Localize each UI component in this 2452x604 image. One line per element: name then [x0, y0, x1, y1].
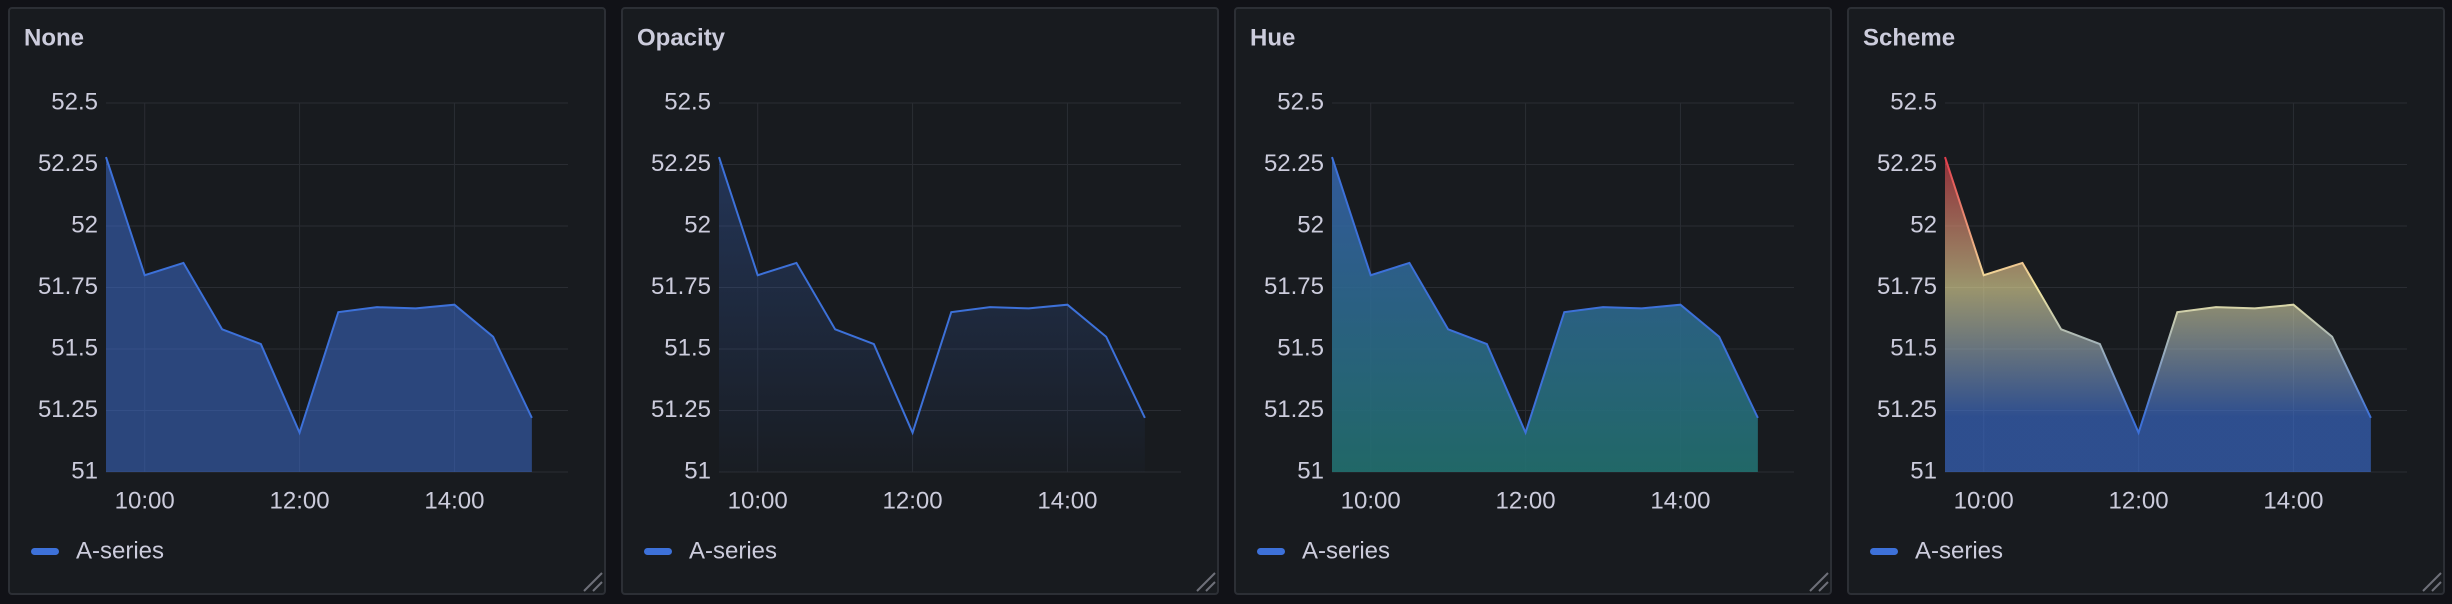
area — [1332, 157, 1758, 472]
legend-swatch — [1870, 548, 1898, 555]
y-tick-label: 51.75 — [651, 273, 711, 300]
x-tick-label: 12:00 — [1496, 487, 1556, 514]
x-tick-label: 12:00 — [883, 487, 943, 514]
panel-title: Opacity — [637, 24, 726, 51]
x-tick-label: 14:00 — [424, 487, 484, 514]
x-tick-label: 14:00 — [2263, 487, 2323, 514]
y-tick-label: 51.5 — [664, 334, 711, 361]
y-tick-label: 52.25 — [651, 150, 711, 177]
resize-handle — [2422, 572, 2442, 592]
y-tick-label: 51.25 — [38, 396, 98, 423]
x-tick-label: 10:00 — [115, 487, 175, 514]
area — [106, 157, 532, 472]
y-tick-label: 51 — [684, 457, 711, 484]
line — [1944, 156, 2372, 436]
legend-swatch — [1257, 548, 1285, 555]
x-tick-label: 14:00 — [1650, 487, 1710, 514]
x-tick-label: 12:00 — [2109, 487, 2169, 514]
x-tick-label: 10:00 — [1341, 487, 1401, 514]
y-tick-label: 51.25 — [651, 396, 711, 423]
y-tick-label: 52.5 — [664, 88, 711, 115]
y-tick-label: 52.25 — [1877, 150, 1937, 177]
legend-label: A-series — [76, 537, 164, 564]
y-tick-label: 51 — [1297, 457, 1324, 484]
y-tick-label: 51 — [71, 457, 98, 484]
x-tick-label: 12:00 — [270, 487, 330, 514]
y-tick-label: 52 — [684, 211, 711, 238]
x-tick-label: 10:00 — [1954, 487, 2014, 514]
y-tick-label: 52.25 — [1264, 150, 1324, 177]
y-tick-label: 51.75 — [1264, 273, 1324, 300]
y-tick-label: 51.5 — [1890, 334, 1937, 361]
panel: Opacity 51 51.25 51.5 51.75 52 52.25 52.5 10:00 1… — [621, 7, 1219, 595]
y-tick-label: 52.5 — [51, 88, 98, 115]
line — [718, 156, 1146, 436]
y-tick-label: 51 — [1910, 457, 1937, 484]
y-tick-label: 51.75 — [1877, 273, 1937, 300]
legend-label: A-series — [1302, 537, 1390, 564]
legend-label: A-series — [1915, 537, 2003, 564]
resize-handle — [1196, 572, 1216, 592]
panel-title: Hue — [1250, 24, 1295, 51]
y-tick-label: 52 — [1910, 211, 1937, 238]
panel-title: Scheme — [1863, 24, 1955, 51]
y-tick-label: 51.25 — [1877, 396, 1937, 423]
y-tick-label: 52 — [1297, 211, 1324, 238]
legend-swatch — [31, 548, 59, 555]
y-tick-label: 51.25 — [1264, 396, 1324, 423]
panel: Scheme 51 51.25 51.5 51.75 52 52.25 52.5 10:00 12… — [1847, 7, 2445, 595]
x-tick-label: 14:00 — [1037, 487, 1097, 514]
area — [719, 157, 1145, 472]
legend-swatch — [644, 548, 672, 555]
line — [1331, 156, 1759, 436]
x-tick-label: 10:00 — [728, 487, 788, 514]
resize-handle — [1809, 572, 1829, 592]
y-tick-label: 52.5 — [1890, 88, 1937, 115]
line — [105, 156, 533, 436]
legend-label: A-series — [689, 537, 777, 564]
y-tick-label: 52.5 — [1277, 88, 1324, 115]
y-tick-label: 51.5 — [51, 334, 98, 361]
panel: None 51 51.25 51.5 51.75 52 52.25 52.5 10:00 12:0… — [8, 7, 606, 595]
panel: Hue 51 51.25 51.5 51.75 52 52.25 52.5 10:00 12:00… — [1234, 7, 1832, 595]
resize-handle — [583, 572, 603, 592]
y-tick-label: 52.25 — [38, 150, 98, 177]
y-tick-label: 52 — [71, 211, 98, 238]
area — [1945, 157, 2371, 472]
y-tick-label: 51.5 — [1277, 334, 1324, 361]
y-tick-label: 51.75 — [38, 273, 98, 300]
panel-title: None — [24, 24, 84, 51]
